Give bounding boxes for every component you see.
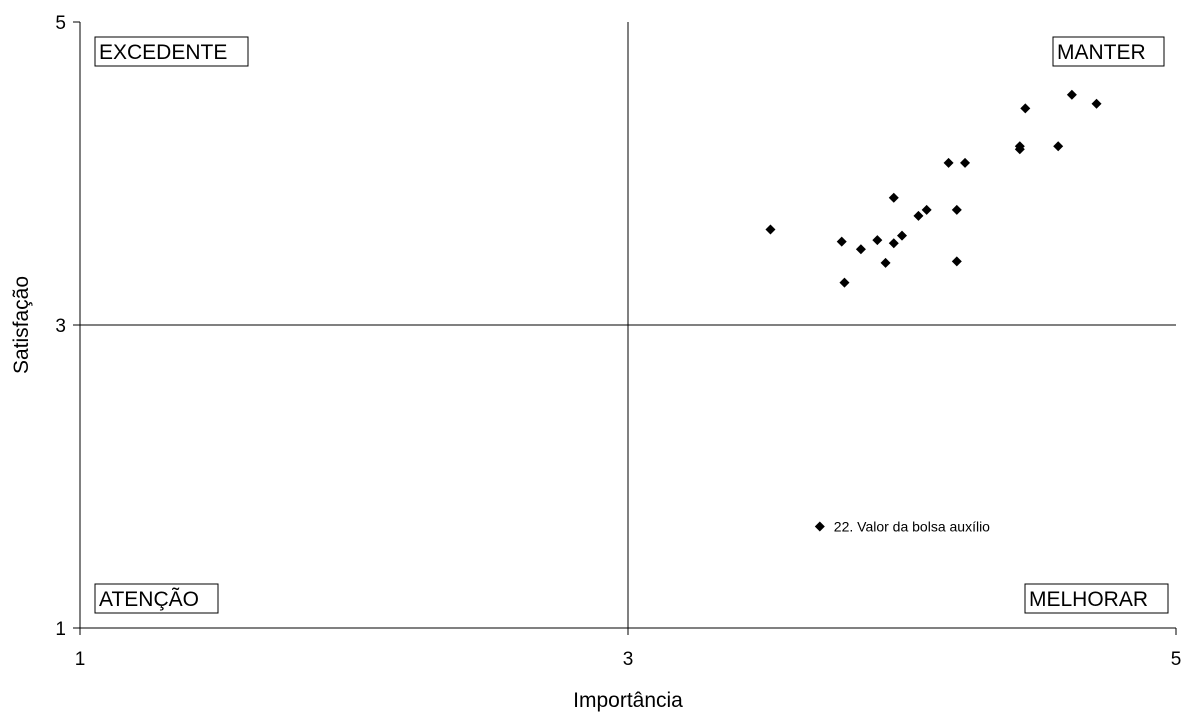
data-point [913, 210, 924, 221]
data-point [814, 521, 825, 532]
data-point [897, 230, 907, 241]
data-point [943, 157, 954, 168]
plot-frame [79, 22, 1176, 629]
data-point [872, 235, 883, 246]
quadrant-text-excedente: EXCEDENTE [99, 41, 227, 64]
data-points: 22. Valor da bolsa auxílio [765, 89, 1102, 534]
data-point [951, 204, 962, 215]
x-axis-title: Importância [573, 689, 683, 712]
data-point [880, 257, 891, 268]
data-point [1014, 141, 1025, 152]
quadrant-text-atencao: ATENÇÃO [99, 587, 199, 611]
quadrant-label-bottom-left: ATENÇÃO [94, 583, 219, 614]
data-point [1091, 98, 1102, 109]
data-point [839, 277, 850, 288]
y-axis-title: Satisfação [10, 276, 33, 374]
quadrant-label-top-left: EXCEDENTE [94, 36, 249, 67]
quadrant-box-top-left [94, 36, 249, 67]
quadrant-label-top-right: MANTER [1052, 36, 1165, 67]
y-tick-label: 5 [55, 13, 66, 34]
x-tick-label: 3 [623, 649, 634, 670]
data-point-annotation: 22. Valor da bolsa auxílio [834, 518, 990, 534]
data-point [855, 244, 866, 255]
axis-ticks: 1 3 5 1 3 5 [55, 13, 1181, 670]
data-point [951, 256, 962, 267]
data-point [1053, 141, 1064, 152]
data-point [1020, 103, 1031, 114]
quadrant-text-melhorar: MELHORAR [1029, 588, 1148, 611]
x-tick-label: 5 [1171, 649, 1182, 670]
quadrant-box-bottom-left [94, 583, 219, 614]
data-point [888, 192, 899, 203]
quadrant-box-top-right [1052, 36, 1165, 67]
data-point [921, 204, 932, 215]
data-point [888, 238, 899, 249]
data-point [1066, 89, 1077, 100]
data-point [836, 236, 847, 247]
y-tick-label: 3 [55, 316, 66, 337]
x-tick-label: 1 [75, 649, 86, 670]
data-point [960, 157, 971, 168]
quadrant-box-bottom-right [1024, 583, 1169, 614]
quadrant-text-manter: MANTER [1057, 41, 1146, 64]
quadrant-label-bottom-right: MELHORAR [1024, 583, 1169, 614]
y-tick-label: 1 [55, 619, 66, 640]
data-point [765, 224, 776, 235]
